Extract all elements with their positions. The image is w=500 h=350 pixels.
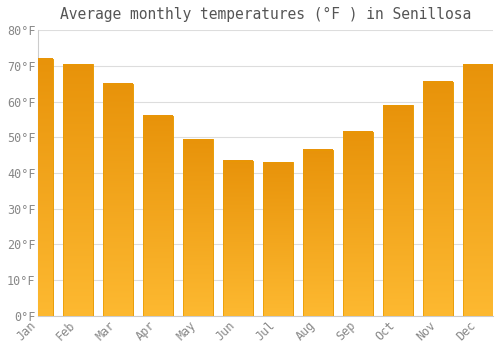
Bar [143, 116, 173, 316]
Bar [303, 150, 333, 316]
Bar [303, 150, 333, 316]
Bar [183, 139, 213, 316]
Bar [143, 116, 173, 316]
Bar [463, 64, 493, 316]
Bar [263, 162, 293, 316]
Bar [23, 59, 53, 316]
Bar [63, 64, 93, 316]
Bar [383, 105, 413, 316]
Bar [343, 132, 373, 316]
Bar [223, 161, 253, 316]
Bar [423, 82, 453, 316]
Bar [463, 64, 493, 316]
Bar [103, 84, 133, 316]
Bar [103, 84, 133, 316]
Bar [63, 64, 93, 316]
Bar [343, 132, 373, 316]
Bar [423, 82, 453, 316]
Bar [23, 59, 53, 316]
Bar [383, 105, 413, 316]
Title: Average monthly temperatures (°F ) in Senillosa: Average monthly temperatures (°F ) in Se… [60, 7, 472, 22]
Bar [263, 162, 293, 316]
Bar [223, 161, 253, 316]
Bar [183, 139, 213, 316]
